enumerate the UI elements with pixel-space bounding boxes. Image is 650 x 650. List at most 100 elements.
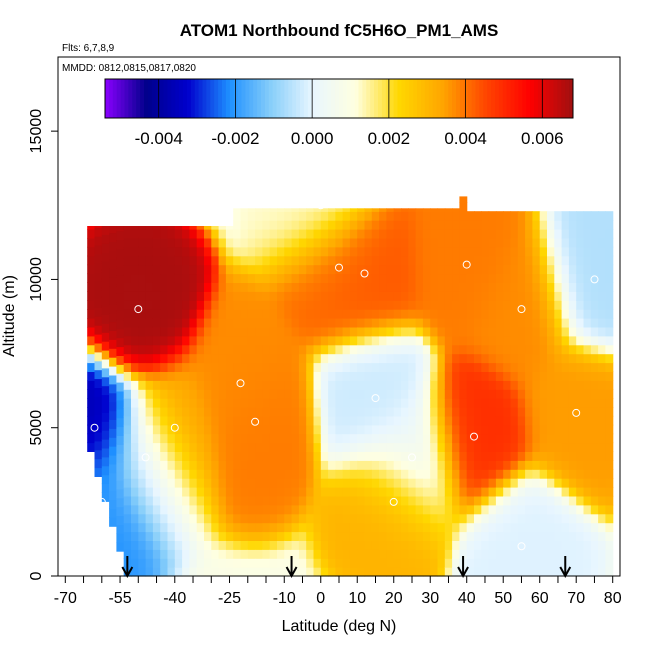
- heatmap-cell: [211, 424, 220, 435]
- heatmap-cell: [196, 362, 205, 372]
- heatmap-cell: [430, 344, 439, 355]
- heatmap-cell: [510, 513, 519, 524]
- heatmap-cell: [444, 460, 453, 470]
- heatmap-cell: [547, 371, 555, 381]
- heatmap-cell: [189, 389, 198, 399]
- heatmap-cell: [561, 504, 570, 515]
- heatmap-cell: [488, 246, 497, 257]
- heatmap-cell: [532, 415, 541, 426]
- heatmap-cell: [357, 433, 366, 444]
- heatmap-cell: [488, 522, 497, 533]
- heatmap-cell: [517, 495, 526, 506]
- heatmap-cell: [328, 208, 336, 212]
- heatmap-cell: [116, 479, 125, 490]
- heatmap-cell: [291, 398, 300, 408]
- heatmap-cell: [204, 442, 212, 452]
- heatmap-cell: [605, 531, 614, 541]
- heatmap-cell: [218, 398, 227, 408]
- heatmap-cell: [152, 229, 161, 239]
- heatmap-cell: [510, 211, 519, 221]
- heatmap-cell: [225, 451, 234, 461]
- heatmap-cell: [123, 495, 132, 506]
- heatmap-cell: [386, 264, 395, 275]
- heatmap-cell: [481, 291, 490, 301]
- heatmap-cell: [583, 469, 592, 479]
- heatmap-cell: [313, 504, 322, 515]
- heatmap-cell: [182, 567, 190, 577]
- heatmap-cell: [459, 353, 468, 364]
- heatmap-cell: [109, 226, 117, 234]
- heatmap-cell: [474, 531, 482, 541]
- heatmap-cell: [605, 469, 614, 479]
- heatmap-cell: [466, 398, 475, 408]
- heatmap-cell: [525, 237, 533, 248]
- heatmap-cell: [131, 407, 139, 417]
- heatmap-cell: [590, 407, 599, 417]
- heatmap-cell: [430, 326, 439, 337]
- heatmap-cell: [517, 255, 526, 266]
- heatmap-cell: [415, 318, 424, 328]
- heatmap-cell: [94, 405, 103, 415]
- heatmap-cell: [539, 513, 548, 524]
- heatmap-cell: [189, 478, 198, 488]
- heatmap-cell: [174, 309, 183, 319]
- heatmap-cell: [145, 398, 154, 408]
- heatmap-cell: [211, 237, 220, 248]
- heatmap-cell: [561, 211, 570, 221]
- heatmap-cell: [138, 309, 147, 319]
- heatmap-cell: [525, 522, 533, 533]
- heatmap-cell: [138, 424, 147, 435]
- heatmap-cell: [328, 246, 336, 257]
- heatmap-cell: [379, 353, 387, 364]
- colorbar-segment: [163, 79, 168, 118]
- heatmap-cell: [452, 407, 460, 417]
- heatmap-cell: [328, 442, 336, 452]
- heatmap-cell: [131, 513, 139, 524]
- heatmap-cell: [306, 504, 315, 515]
- heatmap-cell: [225, 549, 234, 559]
- heatmap-cell: [116, 248, 125, 259]
- heatmap-cell: [401, 246, 409, 257]
- heatmap-cell: [233, 318, 242, 328]
- heatmap-cell: [598, 300, 606, 310]
- colorbar-segment: [354, 79, 359, 118]
- heatmap-cell: [298, 549, 307, 559]
- heatmap-cell: [547, 362, 555, 372]
- heatmap-cell: [123, 478, 132, 488]
- heatmap-cell: [328, 273, 336, 283]
- heatmap-cell: [131, 487, 139, 497]
- heatmap-cell: [313, 487, 322, 497]
- heatmap-cell: [408, 487, 417, 497]
- heatmap-cell: [495, 424, 504, 435]
- heatmap-cell: [320, 567, 329, 577]
- heatmap-cell: [335, 318, 344, 328]
- heatmap-cell: [415, 424, 424, 435]
- heatmap-cell: [160, 246, 169, 257]
- heatmap-cell: [547, 237, 555, 248]
- heatmap-cell: [393, 335, 402, 346]
- heatmap-cell: [364, 318, 373, 328]
- colorbar-segment: [214, 79, 219, 118]
- heatmap-cell: [532, 300, 541, 310]
- heatmap-cell: [233, 211, 242, 221]
- heatmap-cell: [466, 318, 475, 328]
- heatmap-cell: [123, 380, 132, 390]
- colorbar-segment: [284, 79, 289, 118]
- heatmap-cell: [474, 371, 482, 381]
- colorbar-segment: [483, 79, 488, 118]
- heatmap-cell: [291, 264, 300, 275]
- heatmap-cell: [422, 380, 431, 390]
- heatmap-cell: [247, 487, 256, 497]
- heatmap-cell: [474, 558, 482, 568]
- heatmap-cell: [167, 398, 176, 408]
- heatmap-cell: [547, 549, 555, 559]
- heatmap-cell: [444, 335, 453, 346]
- heatmap-cell: [481, 549, 490, 559]
- heatmap-cell: [452, 513, 460, 524]
- heatmap-cell: [116, 471, 125, 481]
- heatmap-cell: [386, 451, 395, 461]
- heatmap-cell: [269, 478, 278, 488]
- heatmap-cell: [554, 424, 563, 435]
- heatmap-cell: [554, 549, 563, 559]
- heatmap-cell: [328, 451, 336, 461]
